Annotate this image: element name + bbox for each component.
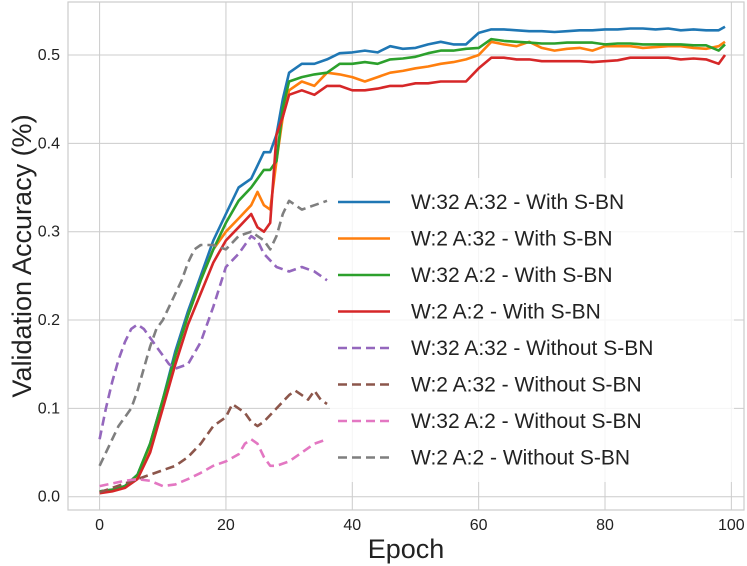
y-axis-ticks: 0.0 0.1 0.2 0.3 0.4 0.5 bbox=[38, 47, 60, 506]
series-line-8 bbox=[98, 199, 328, 467]
y-axis-label: Validation Accuracy (%) bbox=[7, 114, 37, 397]
legend-label-1: W:32 A:32 - With S-BN bbox=[411, 191, 624, 214]
x-tick-label: 40 bbox=[343, 517, 361, 534]
y-tick-label: 0.5 bbox=[38, 47, 60, 64]
series-layer bbox=[98, 25, 727, 495]
legend-label-2: W:2 A:32 - With S-BN bbox=[411, 228, 613, 251]
legend-label-3: W:32 A:2 - With S-BN bbox=[411, 264, 613, 287]
y-tick-label: 0.3 bbox=[38, 224, 60, 241]
x-tick-label: 60 bbox=[470, 517, 488, 534]
series-line-5 bbox=[98, 234, 328, 440]
legend-label-8: W:2 A:2 - Without S-BN bbox=[411, 447, 630, 470]
series-line-1 bbox=[99, 25, 726, 493]
legend-label-6: W:2 A:32 - Without S-BN bbox=[411, 374, 642, 397]
legend-background bbox=[330, 178, 734, 482]
series-line-6 bbox=[99, 389, 328, 494]
legend-label-5: W:32 A:32 - Without S-BN bbox=[411, 337, 653, 360]
series-line-7 bbox=[99, 437, 328, 488]
legend: W:32 A:32 - With S-BN W:2 A:32 - With S-B… bbox=[330, 178, 734, 482]
series-line-4 bbox=[99, 54, 727, 495]
legend-label-4: W:2 A:2 - With S-BN bbox=[411, 301, 601, 324]
x-axis-ticks: 0 20 40 60 80 100 bbox=[95, 517, 745, 534]
legend-label-7: W:32 A:2 - Without S-BN bbox=[411, 410, 642, 433]
plot-frame bbox=[67, 1, 745, 511]
x-tick-label: 0 bbox=[95, 517, 104, 534]
y-tick-label: 0.2 bbox=[38, 312, 60, 329]
x-tick-label: 20 bbox=[217, 517, 235, 534]
y-tick-label: 0.1 bbox=[38, 400, 60, 417]
x-tick-label: 80 bbox=[596, 517, 614, 534]
x-axis-label: Epoch bbox=[368, 534, 445, 564]
series-line-3 bbox=[99, 37, 726, 493]
y-tick-label: 0.4 bbox=[38, 135, 60, 152]
x-tick-label: 100 bbox=[718, 517, 745, 534]
y-tick-label: 0.0 bbox=[38, 489, 60, 506]
